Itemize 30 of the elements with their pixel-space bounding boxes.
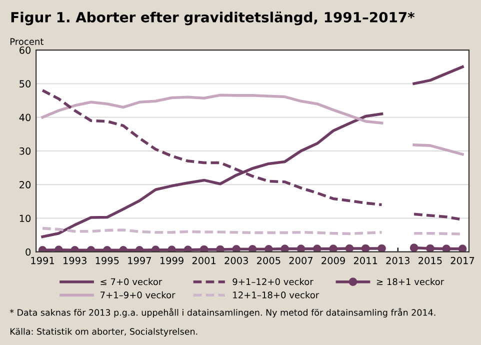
x-tick-label: 1995 [96, 256, 119, 264]
x-tick-label: 2013 [386, 256, 410, 264]
y-tick-label: 10 [20, 214, 31, 222]
x-tick-label: 1999 [160, 256, 184, 264]
x-tick-label: 1997 [128, 256, 151, 264]
x-tick-label: 2011 [354, 256, 378, 264]
text: * Data saknas för 2013 p.g.a. uppehåll i datainsamlingen. Ny metod för datainsamling från 2014. [10, 308, 436, 318]
x-tick-label: 2015 [418, 256, 442, 264]
y-tick-label: 50 [20, 80, 31, 88]
legend-label: 7+1–9+0 veckor [100, 291, 176, 298]
y-tick-label: 20 [20, 181, 31, 188]
chart-title: Figur 1. Aborter efter graviditetslängd, 1991–2017* [11, 12, 415, 26]
x-tick-label: 2003 [224, 256, 248, 264]
text: Källa: Statistik om aborter, Socialstyrelsen. [10, 328, 198, 336]
x-tick-label: 2007 [289, 256, 313, 264]
y-tick-label: 60 [20, 46, 31, 54]
y-tick-label: 0 [26, 248, 31, 256]
legend-label: ≥ 18+1 veckor [376, 278, 444, 286]
legend-label: 12+1–18+0 veckor [233, 291, 320, 298]
x-tick-label: 2009 [322, 256, 345, 264]
x-tick-label: 2001 [192, 256, 216, 264]
y-tick-label: 30 [20, 147, 31, 155]
y-tick-label: 40 [19, 114, 31, 122]
legend-label: 9+1–12+0 veckor [232, 278, 314, 286]
y-axis-title: Procent [10, 38, 44, 45]
x-tick-label: 2017 [450, 256, 474, 264]
x-tick-label: 2005 [257, 256, 280, 264]
legend-label: ≤ 7+0 veckor [100, 278, 162, 286]
x-tick-label: 1991 [31, 256, 54, 264]
x-tick-label: 1993 [64, 256, 86, 264]
